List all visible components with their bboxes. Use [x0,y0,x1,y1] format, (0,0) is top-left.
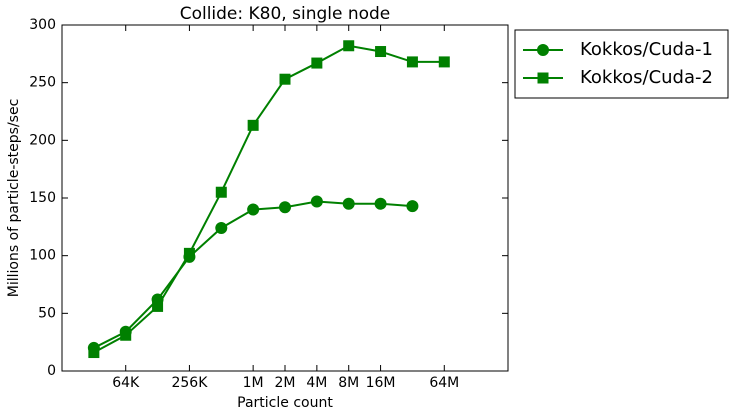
legend-marker [537,44,549,56]
x-tick-label: 64K [112,375,140,391]
x-tick-label: 256K [171,375,208,391]
x-axis-label: Particle count [237,395,333,411]
data-point [279,201,291,214]
data-point [310,195,323,208]
data-point [343,40,355,52]
data-point [375,46,387,58]
data-point [406,56,418,68]
y-tick-label: 200 [29,132,56,148]
data-point [406,200,419,213]
x-tick-label: 8M [338,375,359,391]
legend-marker [537,72,549,84]
legend-box [514,29,729,99]
y-tick-label: 0 [47,363,56,379]
data-point [247,203,260,216]
x-tick-label: 64M [429,375,459,391]
x-tick-label: 4M [306,375,327,391]
data-point [247,119,259,131]
series-line [93,44,445,354]
chart-title: Collide: K80, single node [180,4,391,24]
y-tick-label: 250 [29,75,56,91]
data-point [215,221,228,234]
data-point [342,197,355,210]
legend-label: Kokkos/Cuda-2 [580,67,713,88]
data-point [215,186,227,198]
data-point [88,347,100,359]
x-tick-label: 1M [243,375,264,391]
x-tick-label: 16M [366,375,396,391]
data-point [374,197,387,210]
data-point [120,329,132,341]
y-axis-label: Millions of particle-steps/sec [6,99,22,298]
data-point [279,73,291,85]
data-point [438,56,450,68]
x-tick-label: 2M [275,375,296,391]
y-tick-label: 50 [38,305,56,321]
y-tick-label: 300 [29,17,56,33]
legend-label: Kokkos/Cuda-1 [580,39,713,60]
data-point [183,247,195,259]
data-point [152,300,164,312]
y-tick-label: 150 [29,190,56,206]
data-point [311,57,323,69]
y-tick-label: 100 [29,248,56,264]
series-line [93,200,413,349]
